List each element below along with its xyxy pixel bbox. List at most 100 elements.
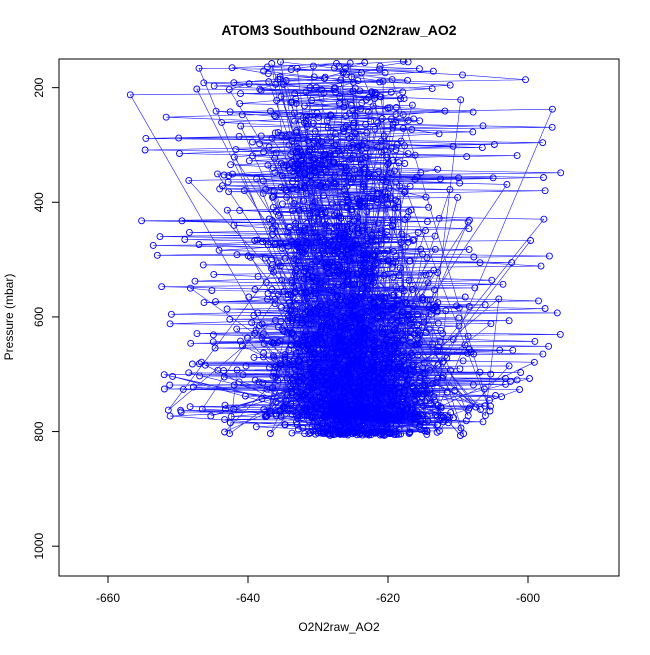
data-point — [365, 369, 373, 377]
data-point — [269, 193, 276, 201]
data-point — [431, 304, 439, 312]
data-point — [394, 411, 402, 419]
data-point — [290, 255, 298, 263]
data-point — [356, 378, 364, 386]
data-point — [363, 129, 371, 137]
data-point — [260, 405, 268, 413]
data-point — [358, 338, 366, 346]
data-point — [220, 367, 228, 375]
data-point — [553, 309, 561, 317]
data-point — [360, 313, 368, 321]
data-point — [379, 379, 387, 387]
data-point — [323, 373, 331, 381]
data-point — [346, 294, 354, 302]
data-point — [433, 303, 440, 311]
data-point — [296, 412, 304, 420]
data-point — [398, 308, 406, 316]
data-point — [225, 188, 233, 196]
data-point — [259, 177, 267, 185]
data-point — [359, 416, 367, 424]
data-point — [371, 337, 378, 345]
data-point — [341, 330, 349, 338]
data-point — [374, 119, 382, 127]
data-point — [464, 218, 472, 226]
data-point — [260, 349, 268, 357]
data-point — [358, 141, 366, 149]
data-point — [237, 90, 244, 98]
data-point — [343, 382, 351, 390]
data-point — [360, 334, 368, 342]
data-point — [244, 252, 252, 260]
data-point — [360, 259, 367, 267]
data-point — [265, 215, 273, 223]
data-point — [399, 124, 407, 132]
data-point — [391, 325, 399, 333]
data-point — [476, 368, 484, 376]
data-point — [398, 365, 406, 373]
data-point — [220, 171, 228, 179]
data-point — [368, 232, 376, 240]
data-point — [373, 248, 381, 255]
data-point — [476, 259, 484, 267]
data-point — [226, 108, 234, 116]
data-point — [361, 345, 369, 353]
data-point — [331, 317, 339, 325]
data-point — [274, 129, 282, 136]
data-point — [442, 307, 450, 315]
data-point — [319, 345, 327, 353]
data-point — [297, 373, 305, 381]
data-point — [270, 192, 277, 200]
data-point — [487, 320, 495, 328]
data-point — [309, 119, 317, 127]
data-point — [330, 212, 338, 220]
data-point — [396, 264, 404, 272]
data-point — [422, 227, 429, 235]
data-point — [351, 166, 358, 173]
data-point — [341, 149, 349, 157]
data-point — [311, 337, 319, 344]
data-point — [265, 78, 273, 86]
data-point — [496, 346, 504, 354]
data-point — [291, 90, 299, 98]
data-point — [342, 190, 350, 198]
data-point — [306, 363, 314, 371]
data-point — [395, 296, 403, 304]
data-point — [365, 345, 373, 353]
data-point — [406, 257, 414, 265]
data-point — [392, 339, 400, 347]
data-point — [314, 114, 322, 122]
data-point — [393, 336, 401, 344]
data-point — [245, 80, 253, 88]
data-point — [465, 303, 473, 310]
data-point — [252, 326, 260, 334]
data-point — [336, 377, 344, 385]
data-point — [221, 405, 229, 413]
data-point — [290, 109, 298, 117]
data-point — [227, 413, 235, 421]
data-point — [367, 396, 375, 404]
data-point — [451, 387, 459, 394]
data-point — [539, 350, 547, 358]
data-point — [411, 421, 419, 429]
data-point — [272, 222, 279, 230]
data-point — [349, 87, 357, 95]
data-point — [369, 419, 377, 427]
data-point — [349, 356, 356, 364]
data-point — [340, 235, 348, 243]
data-point — [277, 159, 285, 167]
data-point — [320, 89, 328, 97]
data-point — [306, 113, 313, 121]
data-point — [288, 375, 296, 382]
data-point — [453, 302, 461, 310]
data-point — [326, 222, 333, 230]
data-point — [380, 380, 388, 388]
data-point — [167, 310, 175, 318]
data-point — [331, 341, 339, 349]
data-point — [437, 404, 445, 412]
data-point — [305, 320, 312, 328]
data-point — [333, 363, 340, 371]
data-point — [329, 329, 337, 337]
data-point — [338, 317, 346, 324]
data-point — [263, 63, 271, 71]
data-point — [469, 381, 477, 389]
